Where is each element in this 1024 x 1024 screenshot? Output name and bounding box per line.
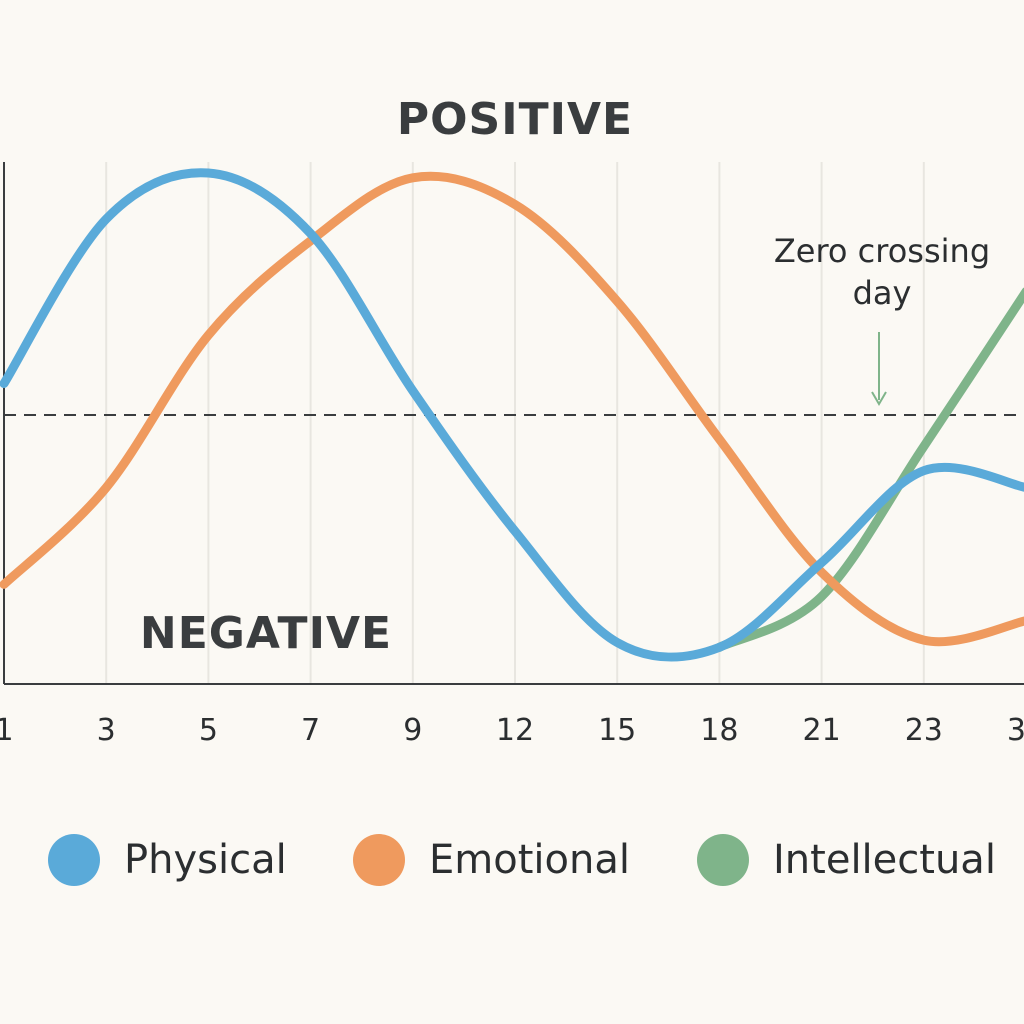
zero-crossing-annotation: Zero crossing day bbox=[774, 232, 990, 406]
x-tick-label: 23 bbox=[905, 713, 943, 748]
series-layer bbox=[0, 168, 1024, 662]
series-line-physical bbox=[0, 168, 1024, 662]
legend-item-intellectual: Intellectual bbox=[697, 828, 996, 892]
legend-label-emotional: Emotional bbox=[429, 837, 630, 883]
legend-swatch-emotional bbox=[353, 834, 405, 886]
legend-label-intellectual: Intellectual bbox=[773, 837, 996, 883]
x-tick-label: 33 bbox=[1007, 713, 1024, 748]
x-tick-label: 5 bbox=[199, 713, 218, 748]
x-tick-label: 3 bbox=[97, 713, 116, 748]
x-tick-label: 15 bbox=[598, 713, 636, 748]
x-tick-labels: 1 3 5 7 9 12 15 18 21 23 33 bbox=[0, 713, 1024, 748]
annotation-text-line2: day bbox=[853, 274, 912, 312]
legend-swatch-intellectual bbox=[697, 834, 749, 886]
series-line-emotional bbox=[0, 171, 1024, 647]
legend-item-physical: Physical bbox=[48, 828, 287, 892]
x-tick-label: 18 bbox=[700, 713, 738, 748]
series-line-intellectual bbox=[714, 287, 1024, 652]
x-tick-label: 9 bbox=[403, 713, 422, 748]
x-tick-label: 12 bbox=[496, 713, 534, 748]
x-tick-label: 1 bbox=[0, 713, 14, 748]
legend-label-physical: Physical bbox=[124, 837, 287, 883]
annotation-text-line1: Zero crossing bbox=[774, 232, 990, 270]
negative-region-label: NEGATIVE bbox=[140, 608, 392, 659]
legend-item-emotional: Emotional bbox=[353, 828, 630, 892]
annotation-arrow-head bbox=[871, 391, 887, 406]
legend-swatch-physical bbox=[48, 834, 100, 886]
x-tick-label: 7 bbox=[301, 713, 320, 748]
legend: Physical Emotional Intellectual bbox=[0, 828, 1024, 892]
positive-region-label: POSITIVE bbox=[397, 94, 633, 145]
vertical-grid bbox=[105, 162, 925, 684]
x-tick-label: 21 bbox=[803, 713, 841, 748]
